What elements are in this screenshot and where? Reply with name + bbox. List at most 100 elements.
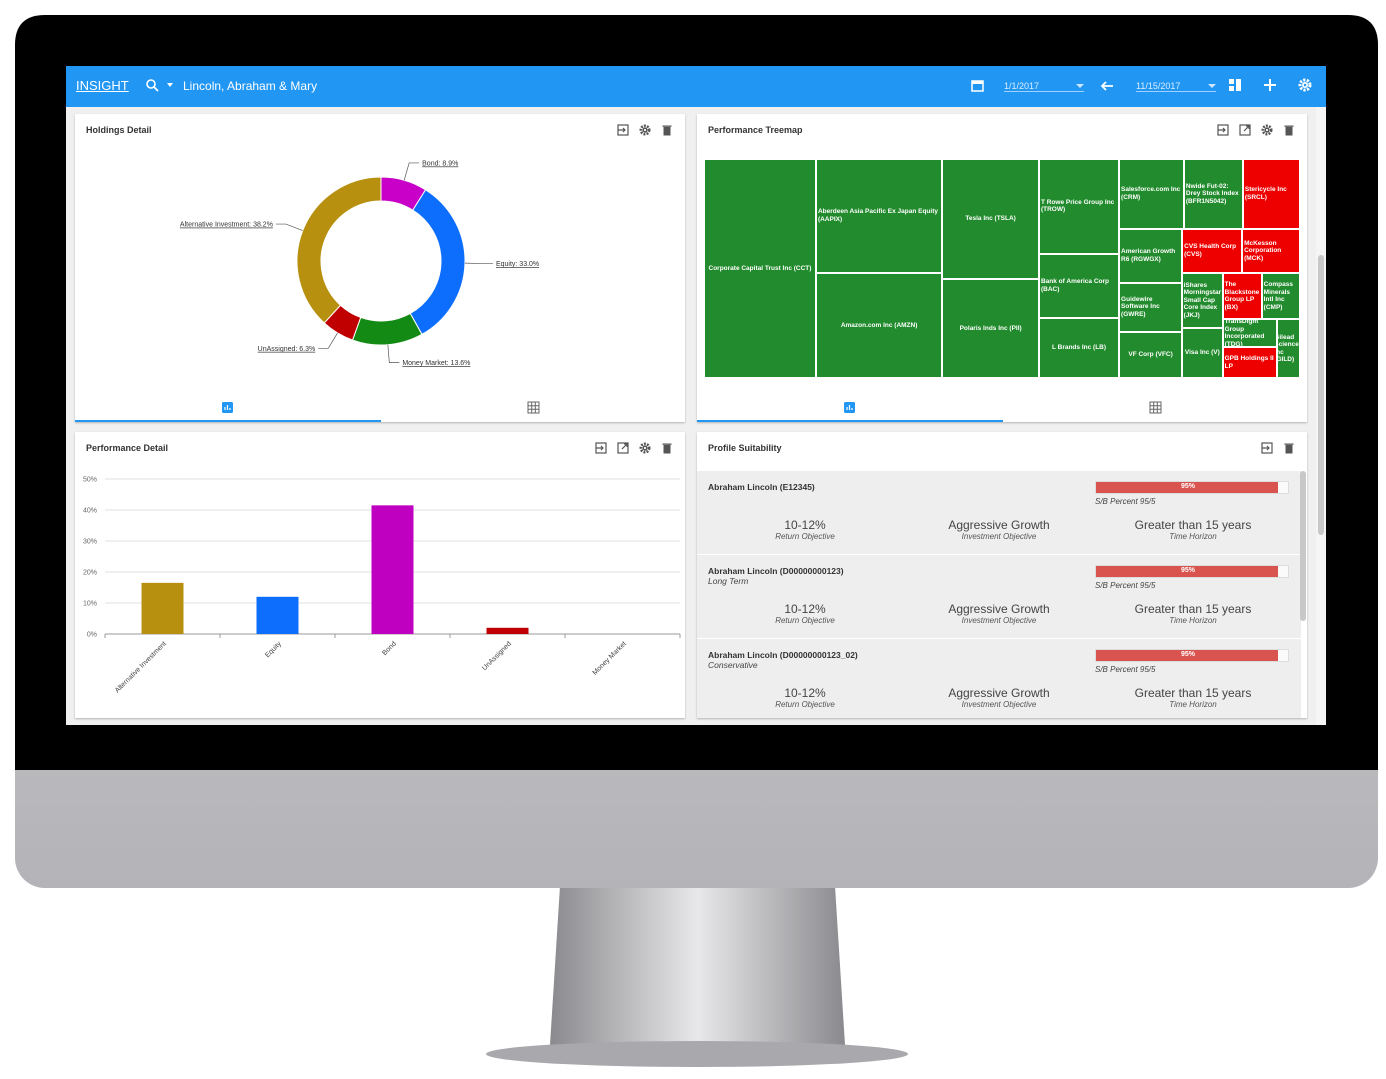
treemap-cell[interactable]: American Growth R6 (RGWGX) bbox=[1119, 228, 1183, 283]
treemap-cell[interactable]: TransDigm Group Incorporated (TDG) bbox=[1222, 319, 1277, 348]
treemap-label: L Brands Inc (LB) bbox=[1051, 344, 1107, 352]
score-note: S/B Percent 95/5 bbox=[1095, 581, 1156, 590]
end-date[interactable]: 11/15/2017 bbox=[1136, 81, 1216, 92]
treemap-cell[interactable]: Nwide Fut-02: Drey Stock Index (BFR1N504… bbox=[1183, 159, 1243, 229]
active-tab-indicator bbox=[697, 420, 1003, 422]
metric-value: Greater than 15 years bbox=[1134, 602, 1252, 616]
start-date-dropdown[interactable] bbox=[1076, 84, 1084, 89]
treemap-cell[interactable]: Bank of America Corp (BAC) bbox=[1038, 253, 1120, 319]
settings-icon[interactable] bbox=[639, 124, 651, 136]
treemap-cell[interactable]: CVS Health Corp (CVS) bbox=[1182, 228, 1243, 273]
profile-name: Abraham Lincoln (D00000000123_02) bbox=[708, 650, 858, 660]
metric-value: 10-12% bbox=[784, 686, 826, 700]
delete-icon[interactable] bbox=[1283, 442, 1295, 454]
end-date-dropdown[interactable] bbox=[1208, 84, 1216, 89]
treemap-cell[interactable]: L Brands Inc (LB) bbox=[1038, 318, 1120, 378]
client-name[interactable]: Lincoln, Abraham & Mary bbox=[183, 79, 318, 93]
table-tab[interactable] bbox=[1149, 401, 1162, 414]
donut-slice bbox=[351, 312, 423, 346]
metric-label: Return Objective bbox=[775, 532, 835, 541]
calendar-icon[interactable] bbox=[971, 79, 985, 93]
donut-chart: Bond: 8.9% Equity: 33.0% Money Market: 13.… bbox=[180, 160, 539, 367]
score-bar bbox=[1096, 650, 1279, 661]
collapse-icon[interactable] bbox=[617, 124, 629, 136]
x-tick-label: UnAssigned bbox=[481, 640, 513, 672]
profile-subtitle: Long Term bbox=[708, 576, 749, 586]
settings-icon[interactable] bbox=[639, 442, 651, 454]
chart-tab[interactable] bbox=[844, 402, 855, 413]
metric: Aggressive Growth Investment Objective bbox=[909, 686, 1089, 709]
treemap-label: CVS Health Corp (CVS) bbox=[1184, 243, 1237, 258]
metric-value: 10-12% bbox=[784, 602, 826, 616]
treemap-cell[interactable]: Amazon.com Inc (AMZN) bbox=[815, 272, 943, 378]
metric: Greater than 15 years Time Horizon bbox=[1103, 686, 1283, 709]
treemap-label: Tesla Inc (TSLA) bbox=[965, 215, 1016, 223]
score-track: 95% bbox=[1095, 481, 1289, 494]
metric-value: Greater than 15 years bbox=[1134, 686, 1252, 700]
treemap-label: GPB Holdings II LP bbox=[1224, 355, 1274, 370]
treemap-cell[interactable]: McKesson Corporation (MCK) bbox=[1242, 228, 1300, 273]
treemap-cell[interactable]: Tesla Inc (TSLA) bbox=[942, 159, 1039, 280]
collapse-icon[interactable] bbox=[1217, 124, 1229, 136]
metric: Aggressive Growth Investment Objective bbox=[909, 518, 1089, 541]
bar[interactable] bbox=[486, 627, 529, 634]
treemap-cell[interactable]: Gilead Sciences Inc (GILD) bbox=[1276, 319, 1300, 378]
expand-icon[interactable] bbox=[1239, 124, 1251, 136]
profile-card[interactable]: Abraham Lincoln (D00000000123) Long Term 9… bbox=[697, 555, 1301, 638]
score-note: S/B Percent 95/5 bbox=[1095, 497, 1156, 506]
panel-title: Holdings Detail bbox=[86, 125, 152, 135]
treemap-label: McKesson Corporation (MCK) bbox=[1244, 239, 1282, 262]
treemap-label: Stericycle Inc (SRCL) bbox=[1244, 186, 1287, 201]
treemap-cell[interactable]: T Rowe Price Group Inc (TROW) bbox=[1038, 159, 1120, 254]
settings-icon[interactable] bbox=[1298, 78, 1312, 92]
treemap-cell[interactable]: Salesforce.com Inc (CRM) bbox=[1119, 159, 1184, 229]
metric-label: Investment Objective bbox=[961, 700, 1037, 709]
arrow-icon[interactable] bbox=[1100, 79, 1114, 93]
treemap-cell[interactable]: Stericycle Inc (SRCL) bbox=[1242, 159, 1300, 229]
treemap-cell[interactable]: Corporate Capital Trust Inc (CCT) bbox=[704, 159, 816, 378]
profile-name: Abraham Lincoln (E12345) bbox=[708, 482, 815, 492]
bar[interactable] bbox=[141, 582, 184, 634]
app-logo[interactable]: INSIGHT bbox=[76, 78, 129, 93]
start-date[interactable]: 1/1/2017 bbox=[1004, 81, 1084, 92]
scrollbar-thumb[interactable] bbox=[1318, 255, 1324, 535]
profile-card[interactable]: Abraham Lincoln (E12345) 95% S/B Percent 9… bbox=[697, 471, 1301, 554]
delete-icon[interactable] bbox=[1283, 124, 1295, 136]
bar[interactable] bbox=[371, 505, 414, 634]
treemap-cell[interactable]: Compass Minerals Intl Inc (CMP) bbox=[1261, 272, 1300, 320]
treemap-cell[interactable]: GPB Holdings II LP bbox=[1222, 347, 1277, 378]
treemap-label: Gilead Sciences Inc (GILD) bbox=[1276, 333, 1299, 364]
collapse-icon[interactable] bbox=[1261, 442, 1273, 454]
metric-label: Time Horizon bbox=[1169, 700, 1217, 709]
list-scrollbar[interactable] bbox=[1300, 471, 1306, 621]
treemap-cell[interactable]: Visa Inc (V) bbox=[1182, 327, 1223, 378]
treemap-cell[interactable]: The Blackstone Group LP (BX) bbox=[1222, 272, 1262, 320]
bar[interactable] bbox=[256, 596, 299, 634]
treemap-label: Bank of America Corp (BAC) bbox=[1040, 278, 1109, 293]
donut-slice bbox=[409, 189, 466, 336]
treemap-cell[interactable]: Guidewire Software Inc (GWRE) bbox=[1119, 282, 1183, 332]
treemap-cell[interactable]: VF Corp (VFC) bbox=[1119, 331, 1183, 378]
treemap-cell[interactable]: iShares Morningstar Small Cap Core Index… bbox=[1182, 272, 1223, 328]
bar-chart: 0% 10% 20% 30% 40% 50% Alternative Investment E… bbox=[83, 477, 681, 694]
search-icon[interactable] bbox=[146, 79, 178, 93]
treemap-label: TransDigm Group Incorporated (TDG) bbox=[1224, 319, 1265, 348]
collapse-icon[interactable] bbox=[595, 442, 607, 454]
delete-icon[interactable] bbox=[661, 442, 673, 454]
metric: Greater than 15 years Time Horizon bbox=[1103, 602, 1283, 625]
table-tab[interactable] bbox=[527, 401, 540, 414]
add-icon[interactable] bbox=[1264, 79, 1278, 93]
holdings-panel: Holdings Detail Bond: 8.9% Equity: 33.0% M… bbox=[75, 114, 685, 422]
chart-tab[interactable] bbox=[222, 402, 233, 413]
profile-card[interactable]: Abraham Lincoln (D00000000123_02) Conserv… bbox=[697, 639, 1301, 718]
expand-icon[interactable] bbox=[617, 442, 629, 454]
metric: 10-12% Return Objective bbox=[715, 518, 895, 541]
settings-icon[interactable] bbox=[1261, 124, 1273, 136]
layout-icon[interactable] bbox=[1229, 79, 1243, 93]
treemap-cell[interactable]: Polaris Inds Inc (PII) bbox=[942, 279, 1039, 378]
leader-line bbox=[318, 332, 338, 349]
y-tick-label: 30% bbox=[83, 539, 97, 546]
treemap-cell[interactable]: Aberdeen Asia Pacific Ex Japan Equity (A… bbox=[815, 159, 943, 273]
delete-icon[interactable] bbox=[661, 124, 673, 136]
